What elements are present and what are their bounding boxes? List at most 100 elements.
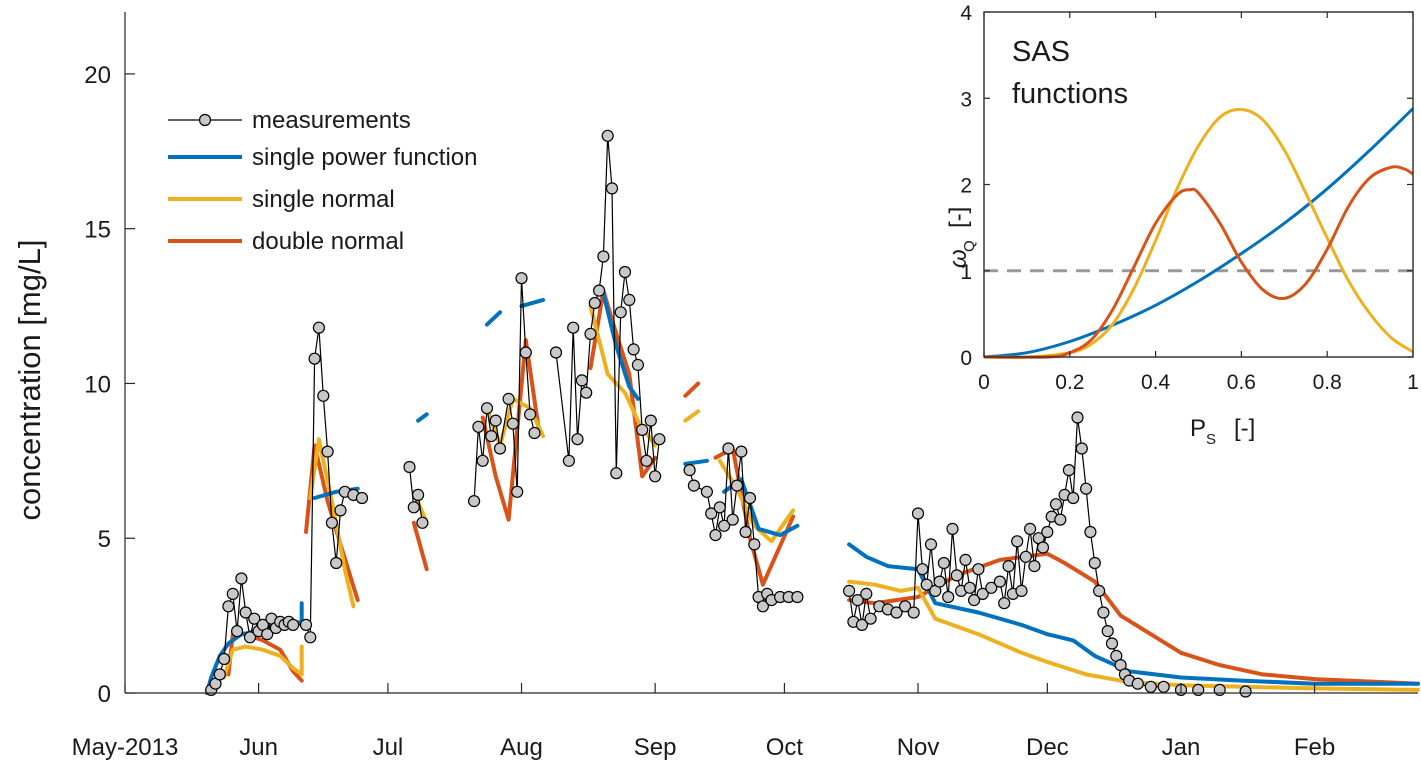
measurement-point (523, 408, 537, 421)
inset-x-tick-label: 0.2 (1055, 371, 1084, 394)
inset-series-layer (983, 107, 1415, 359)
measurement-point (1049, 498, 1063, 511)
main-series-layer (204, 129, 1420, 698)
measurement-point (1067, 491, 1080, 505)
measurement-point (235, 572, 248, 585)
measurement-point (222, 600, 235, 613)
measurement-point (416, 516, 429, 529)
measurement-point (1105, 637, 1119, 650)
main-x-tick-label: Oct (766, 734, 804, 761)
measurement-point (549, 346, 563, 359)
measurement-point (1041, 525, 1054, 539)
inset-title-line-1: SAS (1012, 36, 1070, 68)
svg-text:S: S (1206, 431, 1216, 448)
measurement-point (683, 464, 696, 477)
measurement-point (1023, 522, 1037, 536)
measurement-point (511, 485, 524, 498)
measurement-point (1019, 550, 1032, 563)
main-x-tick-label: Feb (1294, 734, 1335, 761)
measurement-point (584, 327, 597, 340)
measurement-point (739, 525, 752, 539)
main-x-tick-label: Nov (897, 734, 940, 761)
measurement-point (1062, 464, 1076, 477)
measurement-point (648, 470, 662, 483)
inset-frame (983, 11, 1414, 358)
main-y-ticks: 0 5 10 15 20 (84, 62, 135, 708)
measurement-point (330, 556, 343, 570)
measurement-point (916, 563, 929, 576)
main-x-tick-label: Jun (239, 734, 278, 761)
measurement-point (592, 284, 606, 297)
measurement-point (864, 612, 877, 625)
measurement-point (614, 306, 627, 319)
measurement-point (610, 467, 623, 480)
measurement-point (644, 414, 657, 427)
measurement-point (735, 445, 748, 458)
measurement-point (575, 374, 589, 387)
legend-item-single-normal: single normal (168, 186, 395, 213)
inset-y-tick-label: 1 (960, 261, 972, 284)
inset-x-axis-label: P S [-] (1190, 415, 1255, 448)
inset-x-tick-label: 0.4 (1141, 371, 1171, 394)
measurement-point (687, 479, 701, 492)
measurement-point (640, 454, 653, 467)
legend-item-measurements: measurements (168, 107, 411, 134)
measurement-point (226, 587, 239, 601)
measurement-point (304, 631, 317, 644)
main-y-axis-label: concentration [mg/L] (12, 240, 47, 521)
measurement-point (842, 584, 856, 598)
measurement-point (713, 501, 726, 514)
measurement-point (855, 618, 869, 632)
measurement-point (580, 386, 593, 399)
inset-series-single-power-function (983, 107, 1415, 359)
measurement-point (1011, 535, 1024, 548)
measurement-point (1131, 677, 1144, 690)
measurement-point (231, 624, 244, 638)
measurement-point (972, 563, 985, 576)
inset-y-tick-label: 4 (960, 2, 972, 25)
measurement-point (937, 556, 951, 570)
inset-x-tick-label: 0 (978, 371, 990, 394)
legend-label-single-normal: single normal (252, 186, 395, 213)
measurement-point (743, 491, 757, 505)
legend-label-single-power-function: single power function (252, 144, 477, 171)
measurement-point (1015, 584, 1028, 598)
inset-series-single-normal (983, 107, 1414, 359)
measurement-point (567, 321, 580, 334)
measurement-point (976, 587, 989, 601)
main-x-tick-label: Dec (1026, 734, 1069, 761)
measurement-point (618, 265, 632, 279)
svg-text:P: P (1190, 415, 1206, 442)
measurement-point (308, 352, 321, 365)
legend-item-single-power-function: single power function (168, 144, 477, 171)
measurement-point (519, 346, 532, 359)
measurement-point (605, 182, 619, 195)
measurement-point (963, 581, 976, 594)
measurement-point (1054, 513, 1067, 526)
measurement-point (627, 343, 640, 356)
measurement-point (1084, 525, 1097, 539)
main-y-tick-label: 0 (98, 681, 111, 708)
measurement-point (562, 454, 576, 467)
measurement-point (967, 593, 981, 607)
inset-x-tick-label: 0.8 (1313, 371, 1342, 394)
measurement-point (588, 296, 601, 310)
measurement-point (515, 272, 528, 285)
measurement-point (985, 581, 998, 594)
measurement-point (730, 479, 744, 492)
measurement-point (898, 600, 912, 613)
measurement-point (1071, 411, 1084, 424)
measurement-point (1192, 683, 1205, 697)
measurement-point (243, 631, 257, 644)
measurement-point (959, 553, 972, 567)
svg-text:ω: ω (945, 249, 972, 268)
measurement-point (312, 321, 325, 334)
main-x-tick-label: Jan (1162, 734, 1201, 761)
inset-y-tick-label: 0 (960, 347, 972, 370)
measurement-point (325, 516, 338, 529)
measurement-point (890, 606, 903, 619)
measurement-point (924, 538, 938, 551)
legend-item-double-normal: double normal (168, 228, 404, 255)
measurement-point (334, 504, 347, 517)
